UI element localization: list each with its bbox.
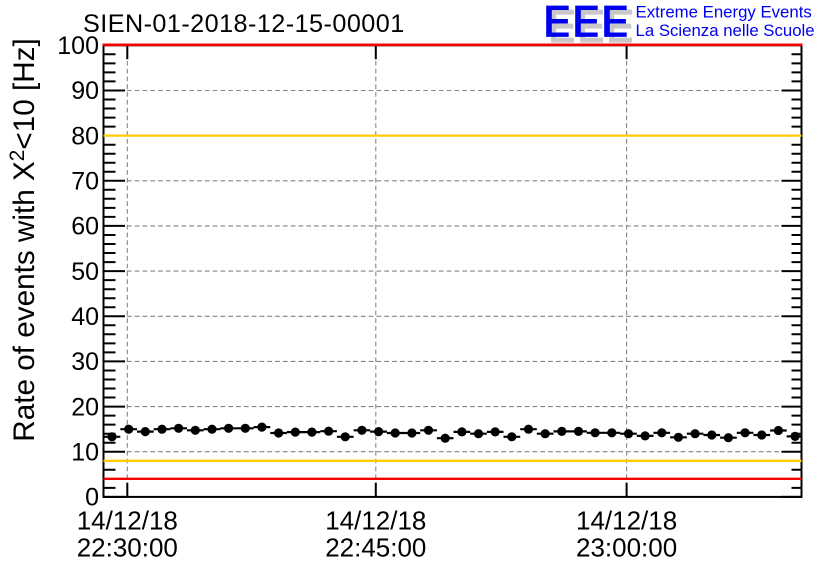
- svg-text:14/12/18: 14/12/18: [77, 506, 178, 536]
- svg-text:10: 10: [71, 438, 99, 466]
- svg-text:22:30:00: 22:30:00: [77, 533, 178, 563]
- svg-text:14/12/18: 14/12/18: [576, 506, 677, 536]
- svg-text:Extreme Energy Events: Extreme Energy Events: [636, 3, 812, 22]
- svg-text:100: 100: [57, 32, 99, 60]
- svg-text:Rate of events with X2<10 [Hz]: Rate of events with X2<10 [Hz]: [6, 38, 41, 442]
- svg-text:80: 80: [71, 122, 99, 150]
- svg-text:22:45:00: 22:45:00: [325, 533, 426, 563]
- svg-text:14/12/18: 14/12/18: [325, 506, 426, 536]
- svg-text:60: 60: [71, 213, 99, 241]
- svg-text:90: 90: [71, 77, 99, 105]
- svg-text:0: 0: [85, 484, 99, 512]
- svg-text:30: 30: [71, 348, 99, 376]
- svg-text:70: 70: [71, 168, 99, 196]
- svg-text:23:00:00: 23:00:00: [576, 533, 677, 563]
- svg-text:20: 20: [71, 393, 99, 421]
- svg-text:La Scienza nelle Scuole: La Scienza nelle Scuole: [636, 21, 815, 40]
- svg-text:SIEN-01-2018-12-15-00001: SIEN-01-2018-12-15-00001: [83, 10, 405, 38]
- svg-text:50: 50: [71, 258, 99, 286]
- svg-text:40: 40: [71, 303, 99, 331]
